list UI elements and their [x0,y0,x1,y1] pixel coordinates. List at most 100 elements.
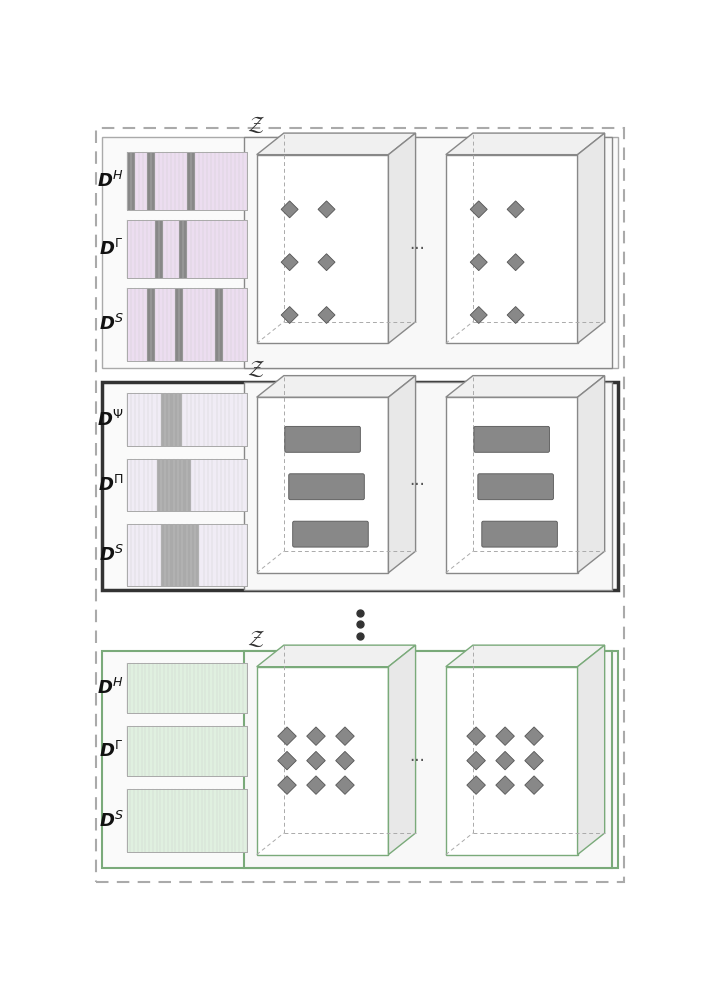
Bar [198,726,201,776]
Text: ···: ··· [409,476,425,494]
Bar [157,524,161,586]
Bar [183,220,187,278]
Bar [204,524,208,586]
Bar [131,524,135,586]
Text: $\boldsymbol{D}^\Gamma$: $\boldsymbol{D}^\Gamma$ [100,741,124,761]
Bar [238,459,242,511]
Bar [166,152,171,210]
Bar [243,726,246,776]
Text: $\boldsymbol{D}^S$: $\boldsymbol{D}^S$ [99,314,124,334]
Bar [131,789,134,852]
Bar [220,726,224,776]
Bar [203,288,206,361]
Bar [198,663,201,713]
Bar [126,726,246,776]
Bar [126,152,246,210]
Bar [208,393,212,446]
Bar [150,220,154,278]
Bar [211,152,215,210]
Bar [205,663,209,713]
Bar [232,726,235,776]
Bar [161,524,165,586]
Bar [190,789,194,852]
Bar [173,459,178,511]
Text: $\boldsymbol{D}^S$: $\boldsymbol{D}^S$ [99,811,124,831]
Bar [212,393,217,446]
Bar [230,459,234,511]
Bar [169,393,173,446]
Bar [187,789,190,852]
Polygon shape [507,254,524,271]
Bar [183,393,187,446]
Bar [446,155,578,343]
Bar [163,220,166,278]
Bar [239,663,243,713]
Text: $\mathcal{Z}$: $\mathcal{Z}$ [246,629,265,649]
Polygon shape [446,645,604,667]
Bar [171,152,175,210]
Bar [153,663,157,713]
Bar [213,789,217,852]
Bar [211,220,215,278]
Bar [178,220,183,278]
Bar [178,288,183,361]
Bar [243,220,246,278]
Bar [213,726,217,776]
Bar [143,220,147,278]
Bar [153,726,157,776]
Bar [126,726,246,776]
Bar [194,789,198,852]
Bar [199,152,203,210]
Bar [221,393,225,446]
Bar [217,393,221,446]
Bar [131,152,135,210]
Bar [157,393,161,446]
Bar [142,726,145,776]
Bar [171,663,176,713]
Bar [126,524,246,586]
Bar [154,288,159,361]
Bar [190,663,194,713]
Polygon shape [507,201,524,218]
Bar [179,663,183,713]
Polygon shape [257,376,416,397]
Bar [135,459,140,511]
Bar [194,152,199,210]
Bar [235,726,239,776]
Polygon shape [470,307,487,323]
Bar [144,459,148,511]
Bar [147,152,150,210]
Bar [165,459,169,511]
Bar [238,393,242,446]
Bar [178,152,183,210]
Bar [135,152,138,210]
Bar [126,393,131,446]
Bar [154,220,159,278]
Bar [201,663,205,713]
Bar [159,288,163,361]
Bar [163,152,166,210]
Text: ···: ··· [409,752,425,770]
Bar [230,524,234,586]
Bar [215,288,218,361]
Bar [149,663,153,713]
Bar [126,459,246,511]
Bar [152,459,157,511]
Text: $\mathcal{Z}$: $\mathcal{Z}$ [246,115,265,135]
Bar [183,152,187,210]
Bar [138,789,142,852]
Bar [169,524,173,586]
Polygon shape [281,201,298,218]
Bar [231,152,234,210]
Bar [190,220,194,278]
Bar [126,152,131,210]
Bar [126,288,246,361]
Polygon shape [307,727,325,745]
Bar [160,789,164,852]
Bar [126,459,131,511]
Bar [173,524,178,586]
Bar [218,152,223,210]
Bar [205,789,209,852]
Bar [126,524,131,586]
Bar [242,393,246,446]
